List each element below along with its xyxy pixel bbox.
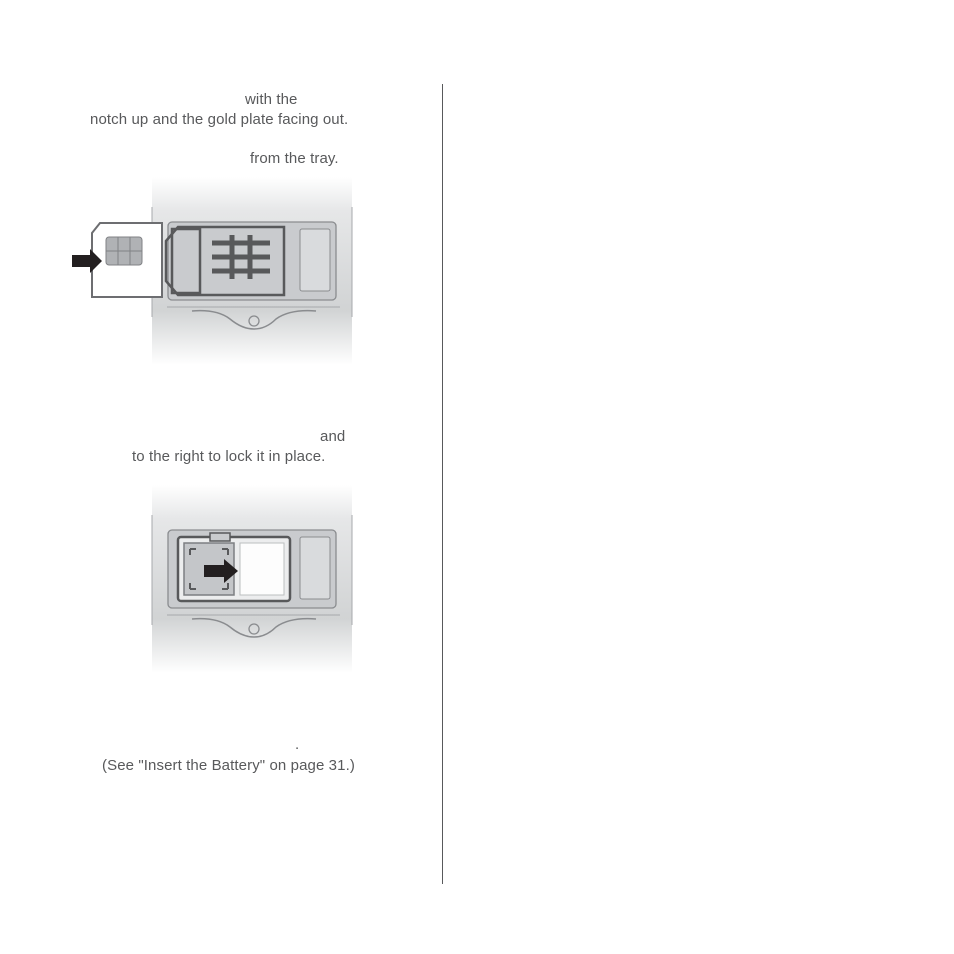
diagram-sim-lock bbox=[90, 485, 400, 705]
diagram-sim-insert bbox=[90, 177, 400, 397]
step-fragment: (See "Insert the Battery" on page 31.) bbox=[90, 756, 400, 776]
step-fragment: notch up and the gold plate facing out. bbox=[90, 110, 400, 130]
instruction-step-battery: . (See "Insert the Battery" on page 31.) bbox=[90, 735, 400, 776]
step-fragment: with the bbox=[90, 90, 400, 110]
step-fragment: . bbox=[90, 735, 400, 755]
instruction-step-lock: and to the right to lock it in place. bbox=[90, 427, 400, 468]
step-fragment: and bbox=[90, 427, 400, 447]
left-column: with the notch up and the gold plate fac… bbox=[90, 90, 400, 794]
column-divider bbox=[442, 84, 443, 884]
instruction-step-insert: with the notch up and the gold plate fac… bbox=[90, 90, 400, 131]
step-fragment: from the tray. bbox=[90, 149, 400, 169]
instruction-step-tray: from the tray. bbox=[90, 149, 400, 169]
step-fragment: to the right to lock it in place. bbox=[90, 447, 400, 467]
